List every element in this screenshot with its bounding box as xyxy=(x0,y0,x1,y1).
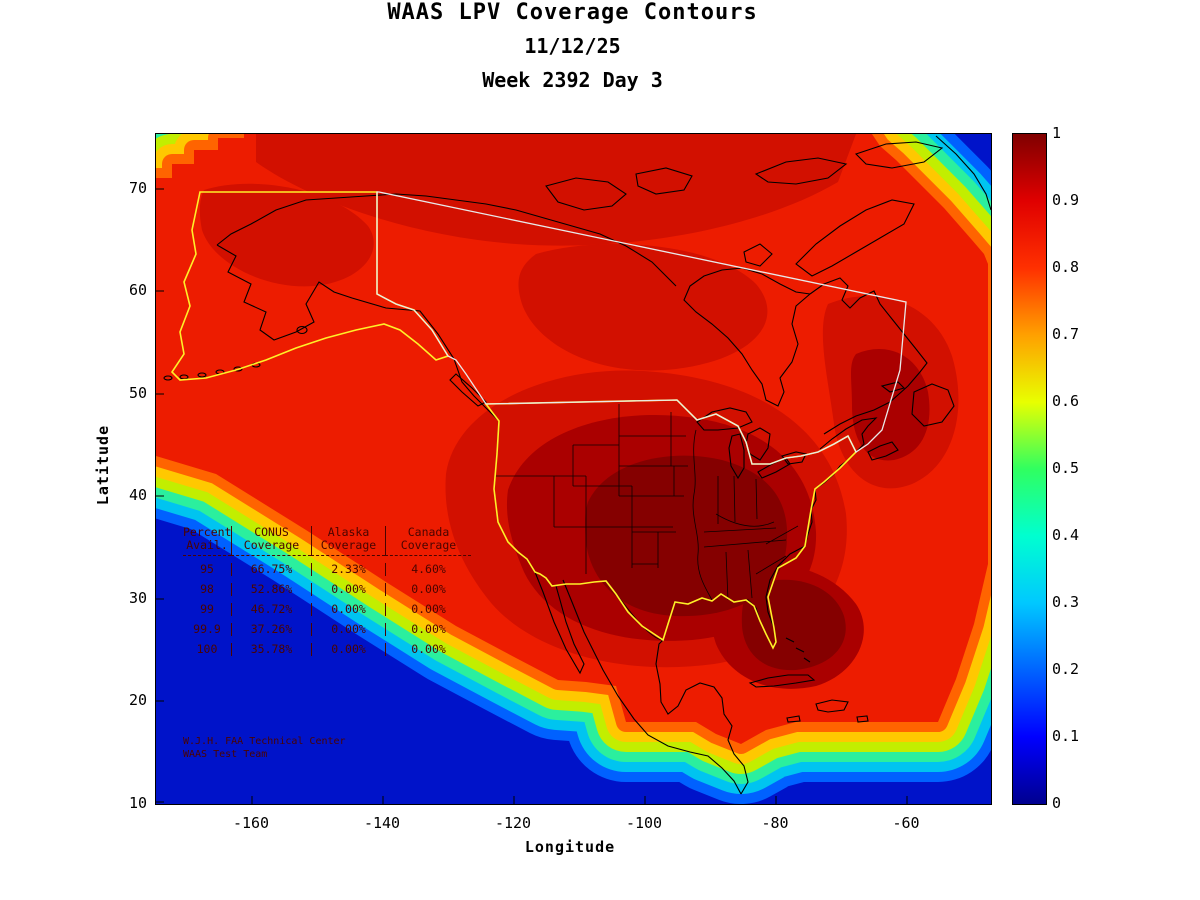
table-cell: 2.33% xyxy=(311,563,385,576)
y-tick-70: 70 xyxy=(128,179,147,197)
plot-area xyxy=(155,133,992,805)
title-week-day: Week 2392 Day 3 xyxy=(482,68,663,92)
table-header-text: Coverage xyxy=(320,538,377,552)
canada-service-border xyxy=(376,191,907,465)
table-cell: 4.60% xyxy=(385,563,471,576)
x-tick-100: -100 xyxy=(625,814,663,832)
table-header-text: Percent xyxy=(183,525,232,539)
y-axis-label: Latitude xyxy=(94,424,112,506)
y-tick-60: 60 xyxy=(128,281,147,299)
table-cell: 52.86% xyxy=(231,583,311,596)
x-axis-label: Longitude xyxy=(524,838,616,856)
table-cell: 0.00% xyxy=(385,603,471,616)
colorbar-tick: 0.3 xyxy=(1052,593,1080,611)
table-header-canada: Canada Coverage xyxy=(385,526,471,556)
greenland-coastline xyxy=(935,135,991,211)
x-tick-60: -60 xyxy=(892,814,920,832)
table-header-text: Coverage xyxy=(400,538,457,552)
colorbar-tick: 0.2 xyxy=(1052,660,1080,678)
table-cell: 0.00% xyxy=(311,623,385,636)
alaska-coastline xyxy=(216,244,500,422)
credit-line-2: WAAS Test Team xyxy=(183,749,268,760)
y-tick-20: 20 xyxy=(128,691,147,709)
table-cell: 0.00% xyxy=(385,583,471,596)
table-header-text: Coverage xyxy=(243,538,300,552)
y-tick-10: 10 xyxy=(128,794,147,812)
table-cell: 0.00% xyxy=(311,643,385,656)
page-title: WAAS LPV Coverage Contours xyxy=(387,0,758,25)
table-cell: 46.72% xyxy=(231,603,311,616)
title-date: 11/12/25 xyxy=(524,34,621,58)
y-tick-30: 30 xyxy=(128,589,147,607)
x-tick-80: -80 xyxy=(761,814,789,832)
x-tick-120: -120 xyxy=(494,814,532,832)
credit-line-1: W.J.H. FAA Technical Center xyxy=(183,736,346,747)
x-tick-160: -160 xyxy=(232,814,270,832)
stlawrence-labrador-coastline xyxy=(809,277,928,435)
colorbar-tick: 0 xyxy=(1052,794,1062,812)
colorbar-tick: 0.6 xyxy=(1052,392,1080,410)
table-cell: 66.75% xyxy=(231,563,311,576)
great-lakes xyxy=(696,407,807,480)
table-cell: 98 xyxy=(200,582,214,596)
table-cell: 0.00% xyxy=(311,583,385,596)
table-cell: 99 xyxy=(200,602,214,616)
y-tick-50: 50 xyxy=(128,384,147,402)
colorbar-tick: 0.1 xyxy=(1052,727,1080,745)
coastlines xyxy=(163,135,991,795)
table-cell: 0.00% xyxy=(311,603,385,616)
arctic-coastline xyxy=(216,193,677,287)
caribbean-islands xyxy=(748,637,869,723)
axis-tick-marks xyxy=(156,188,908,804)
table-cell: 35.78% xyxy=(231,643,311,656)
table-header-alaska: Alaska Coverage xyxy=(311,526,385,556)
arctic-islands xyxy=(545,141,944,277)
table-header-text: Canada xyxy=(407,525,450,539)
table-cell: 0.00% xyxy=(385,643,471,656)
colorbar-tick: 0.5 xyxy=(1052,459,1080,477)
colorbar-tick: 0.9 xyxy=(1052,191,1080,209)
table-header-percent: Percent Avail. xyxy=(183,526,231,556)
table-header-text: Alaska xyxy=(327,525,370,539)
table-cell: 37.26% xyxy=(231,623,311,636)
title-block: WAAS LPV Coverage Contours 11/12/25 Week… xyxy=(0,0,1145,92)
x-tick-140: -140 xyxy=(363,814,401,832)
table-cell: 99.9 xyxy=(193,622,221,636)
colorbar-tick: 0.8 xyxy=(1052,258,1080,276)
vancouver-island xyxy=(449,373,487,407)
colorbar-tick: 0.4 xyxy=(1052,526,1080,544)
state-boundaries xyxy=(496,404,799,641)
table-header-conus: CONUS Coverage xyxy=(231,526,311,556)
colorbar-tick: 0.7 xyxy=(1052,325,1080,343)
y-tick-40: 40 xyxy=(128,486,147,504)
contour-dark-levels xyxy=(199,134,959,689)
table-cell: 0.00% xyxy=(385,623,471,636)
coverage-table: Percent Avail. CONUS Coverage Alaska Covera… xyxy=(183,526,471,656)
table-cell: 100 xyxy=(196,642,218,656)
coverage-map xyxy=(156,134,991,804)
table-header-text: CONUS xyxy=(254,525,289,539)
credits: W.J.H. FAA Technical Center WAAS Test Te… xyxy=(183,735,346,761)
table-header-text: Avail. xyxy=(186,538,228,552)
table-cell: 95 xyxy=(200,562,214,576)
colorbar xyxy=(1012,133,1047,805)
colorbar-tick: 1 xyxy=(1052,124,1062,142)
newfoundland-maritimes xyxy=(867,381,955,461)
